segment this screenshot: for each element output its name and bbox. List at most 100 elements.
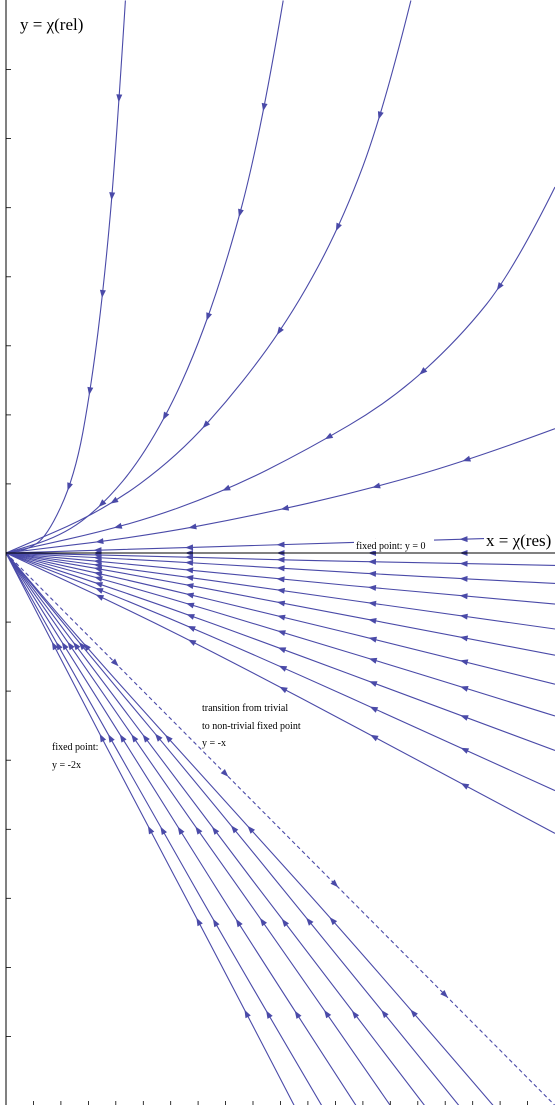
flow-arrow-4-4 bbox=[188, 523, 197, 530]
axis-ticks bbox=[5, 69, 528, 1105]
flow-arrow-19-2 bbox=[306, 917, 314, 926]
flow-arrow-19-5 bbox=[78, 642, 87, 651]
flow-arrow-23-1 bbox=[266, 1010, 273, 1019]
flow-line-13 bbox=[5, 552, 555, 717]
flow-arrow-9-3 bbox=[276, 576, 285, 583]
flow-arrow-16-4 bbox=[188, 639, 197, 646]
flow-arrow-19-3 bbox=[230, 825, 239, 834]
flow-arrow-2-4 bbox=[202, 420, 211, 429]
flow-arrow-16-3 bbox=[279, 686, 288, 694]
flow-arrow-13-2 bbox=[368, 657, 378, 664]
flow-arrow-12-1 bbox=[459, 659, 469, 666]
flow-arrow-14-1 bbox=[460, 715, 469, 721]
flow-arrow-24-2 bbox=[196, 917, 203, 927]
flow-arrow-22-5 bbox=[61, 641, 69, 651]
flow-arrow-12-3 bbox=[277, 614, 286, 621]
flow-arrow-4-3 bbox=[280, 504, 290, 511]
annotation-transition-1: transition from trivial bbox=[202, 703, 288, 714]
flow-line-11 bbox=[5, 552, 555, 656]
annotation-fixed-point-y0: fixed point: y = 0 bbox=[356, 541, 426, 552]
y-axis-label: y = χ(rel) bbox=[20, 15, 83, 34]
flow-arrow-11-5 bbox=[93, 566, 103, 573]
flow-line-8 bbox=[5, 552, 555, 584]
flow-arrow-24-5 bbox=[51, 641, 59, 651]
flow-arrow-2-3 bbox=[276, 326, 284, 335]
x-label-bg bbox=[484, 529, 555, 551]
flow-arrow-20-1 bbox=[351, 1010, 360, 1019]
flow-arrow-1-3 bbox=[206, 312, 212, 321]
flow-line-21 bbox=[5, 552, 391, 1105]
flow-arrow-3-1 bbox=[496, 282, 504, 291]
flow-line-14 bbox=[5, 552, 555, 752]
flow-arrow-0-5 bbox=[67, 482, 73, 491]
flow-line-2 bbox=[5, 0, 412, 554]
annotation-transition-3: y = -x bbox=[202, 738, 226, 749]
flow-line-7 bbox=[5, 552, 555, 566]
flow-arrow-18-5 bbox=[83, 643, 91, 652]
flow-arrow-11-2 bbox=[368, 618, 377, 624]
flow-arrow-24-1 bbox=[244, 1009, 251, 1019]
flow-arrow-7-2 bbox=[368, 558, 376, 565]
flow-arrow-10-4 bbox=[185, 575, 194, 581]
annotation-fixed-point-2x-1: fixed point: bbox=[52, 742, 98, 753]
flow-arrow-8-3 bbox=[276, 565, 285, 572]
flow-arrow-11-4 bbox=[185, 583, 194, 589]
flow-line-0 bbox=[5, 0, 126, 554]
flow-arrow-13-4 bbox=[186, 602, 195, 609]
flow-arrow-18-2 bbox=[329, 917, 338, 926]
flow-arrow-21-4 bbox=[131, 734, 139, 743]
flow-arrow-1-1 bbox=[261, 102, 268, 112]
flow-arrow-2-5 bbox=[110, 496, 119, 504]
flow-arrow-7-4 bbox=[185, 554, 194, 561]
flow-arrow-0-3 bbox=[99, 289, 106, 298]
x-axis-label: x = χ(res) bbox=[486, 531, 551, 550]
flow-arrow-20-3 bbox=[212, 826, 220, 835]
flow-arrow-4-2 bbox=[372, 482, 381, 489]
annotation-fixed-point-2x-2: y = -2x bbox=[52, 760, 81, 771]
flow-arrow-13-5 bbox=[94, 576, 103, 582]
flow-arrow-20-4 bbox=[142, 734, 150, 743]
flow-arrow-15-5 bbox=[95, 588, 104, 594]
flow-arrow-12-4 bbox=[185, 592, 195, 599]
flow-line-10 bbox=[5, 552, 555, 630]
flow-arrow-17-3 bbox=[330, 879, 339, 888]
dashed-flow-line-17 bbox=[5, 552, 555, 1105]
flow-arrow-10-1 bbox=[459, 613, 468, 620]
flow-arrow-14-4 bbox=[186, 614, 195, 620]
flow-arrow-22-2 bbox=[235, 918, 243, 928]
flow-arrow-15-3 bbox=[278, 665, 288, 672]
flow-arrow-21-3 bbox=[195, 826, 203, 835]
flow-arrow-1-2 bbox=[238, 208, 244, 218]
flow-arrow-3-5 bbox=[113, 522, 123, 529]
flow-arrow-5-1 bbox=[459, 536, 468, 543]
flow-line-20 bbox=[5, 552, 425, 1105]
flow-arrow-3-3 bbox=[324, 432, 334, 440]
flow-arrow-5-3 bbox=[276, 541, 285, 548]
flow-arrow-15-2 bbox=[369, 706, 379, 713]
flow-arrow-11-1 bbox=[459, 635, 469, 642]
flow-arrow-15-1 bbox=[460, 747, 470, 754]
flow-arrow-23-5 bbox=[56, 641, 63, 651]
flow-arrow-1-4 bbox=[162, 411, 170, 421]
flow-arrow-1-5 bbox=[98, 499, 107, 507]
flow-line-1 bbox=[5, 0, 284, 554]
flow-arrow-17-1 bbox=[110, 658, 119, 667]
flow-arrow-12-5 bbox=[93, 571, 103, 578]
flow-arrow-8-2 bbox=[368, 570, 377, 577]
flow-arrow-2-2 bbox=[335, 222, 342, 232]
flow-arrow-0-4 bbox=[87, 386, 94, 396]
flow-line-15 bbox=[5, 552, 555, 792]
flow-arrow-19-4 bbox=[155, 733, 163, 742]
flow-arrow-7-1 bbox=[459, 560, 468, 567]
flow-arrow-3-4 bbox=[222, 484, 231, 491]
flow-arrow-4-1 bbox=[462, 455, 471, 462]
flow-arrow-14-5 bbox=[94, 582, 103, 588]
flow-line-19 bbox=[5, 552, 460, 1105]
flow-arrow-13-1 bbox=[460, 686, 469, 692]
flow-line-16 bbox=[5, 552, 555, 834]
flow-arrow-16-1 bbox=[460, 783, 470, 790]
annotation-transition-2: to non-trivial fixed point bbox=[202, 721, 301, 732]
flow-arrow-10-3 bbox=[276, 587, 285, 594]
flow-line-3 bbox=[5, 186, 555, 554]
